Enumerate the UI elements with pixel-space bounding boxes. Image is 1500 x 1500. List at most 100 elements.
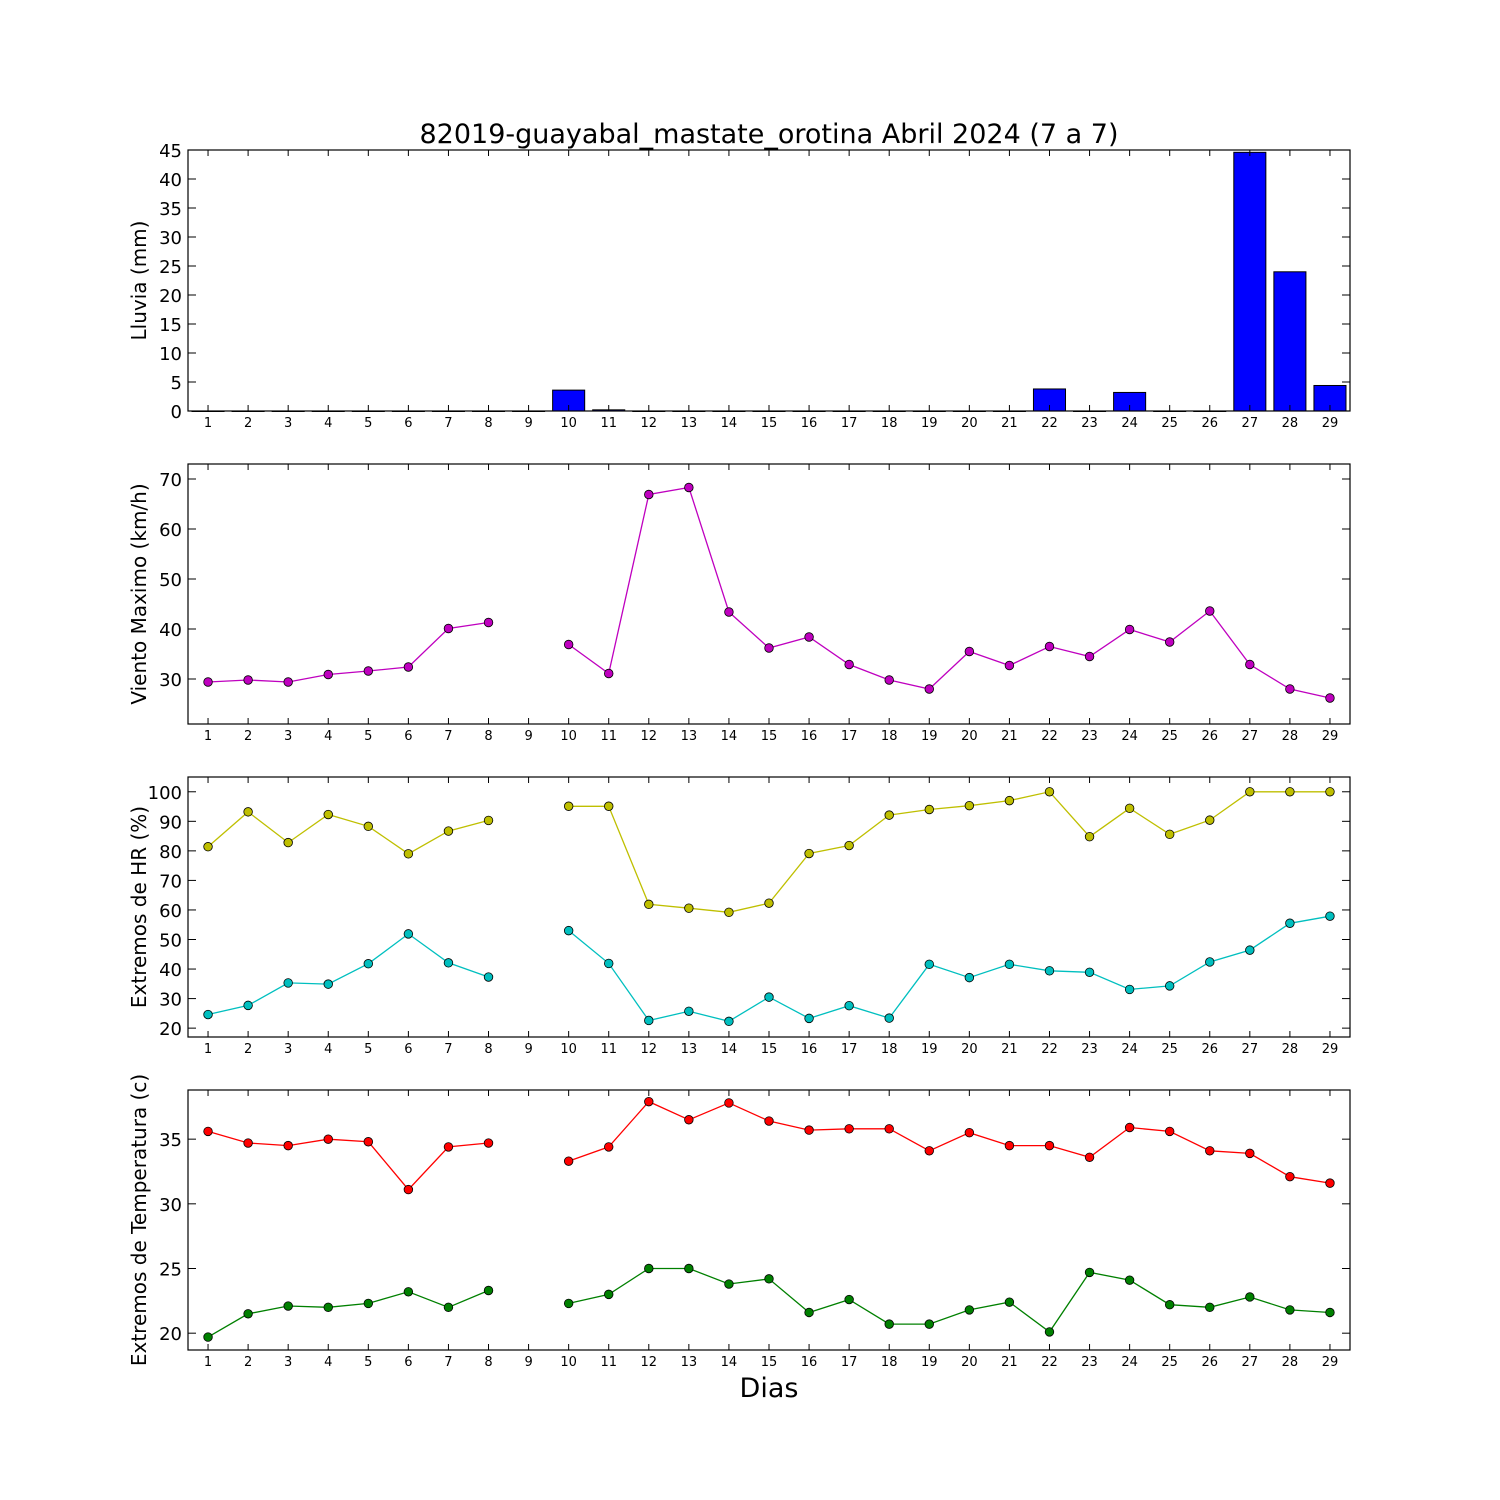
point-wind-day-3 [283, 677, 293, 687]
point-hr_max-day-15 [764, 898, 774, 908]
point-temp_max-day-17 [844, 1124, 854, 1134]
y-tick-label: 35 [159, 199, 182, 220]
point-hr_min-day-2 [243, 1000, 253, 1011]
x-tick-label: 28 [1282, 729, 1299, 744]
x-tick-label: 9 [524, 729, 532, 744]
series-line-hr_max [568, 791, 1330, 913]
series-line-wind [568, 486, 1331, 699]
point-temp_max-day-13 [684, 1115, 694, 1125]
point-wind-day-25 [1164, 637, 1175, 647]
x-tick-label: 3 [284, 416, 292, 431]
x-tick-label: 22 [1041, 416, 1058, 431]
x-tick-label: 8 [484, 729, 492, 744]
x-tick-label: 23 [1081, 1042, 1098, 1057]
y-tick-label: 25 [159, 257, 182, 278]
point-temp_max-day-15 [764, 1116, 774, 1126]
point-hr_min-day-14 [724, 1016, 734, 1027]
y-tick-label: 5 [171, 373, 182, 394]
point-wind-day-10 [563, 639, 574, 650]
point-hr_min-day-8 [483, 972, 494, 982]
x-tick-label: 11 [600, 729, 617, 744]
point-temp_min-day-10 [563, 1298, 574, 1309]
point-hr_min-day-11 [604, 958, 614, 969]
x-tick-label: 21 [1001, 1042, 1018, 1057]
point-hr_max-day-8 [483, 815, 494, 826]
x-tick-label: 17 [841, 729, 858, 744]
point-wind-day-23 [1084, 651, 1095, 662]
x-tick-label: 8 [484, 1355, 492, 1370]
x-tick-label: 27 [1242, 729, 1259, 744]
rain-bar-day-28 [1273, 271, 1307, 412]
point-temp_min-day-26 [1205, 1302, 1215, 1313]
point-temp_min-day-13 [684, 1263, 694, 1274]
x-tick-label: 23 [1081, 729, 1098, 744]
y-tick-label: 40 [159, 620, 182, 641]
point-temp_min-day-21 [1004, 1297, 1015, 1307]
point-hr_max-day-2 [243, 807, 253, 817]
point-hr_min-day-19 [924, 959, 934, 970]
x-tick-label: 25 [1161, 729, 1178, 744]
x-tick-label: 15 [761, 416, 778, 431]
y-tick-label: 30 [159, 990, 182, 1011]
point-temp_min-day-20 [964, 1305, 975, 1315]
point-temp_max-day-14 [724, 1098, 734, 1108]
point-hr_min-day-6 [403, 929, 414, 939]
point-hr_min-day-10 [563, 925, 574, 936]
x-tick-label: 4 [324, 729, 332, 744]
point-hr_min-day-22 [1044, 966, 1055, 976]
x-tick-label: 2 [244, 1355, 252, 1370]
x-tick-label: 5 [364, 1355, 372, 1370]
series-line-temp_max [207, 1130, 489, 1191]
series-line-temp_min [568, 1267, 1331, 1333]
point-temp_max-day-5 [363, 1137, 374, 1147]
point-temp_max-day-27 [1245, 1148, 1255, 1159]
x-tick-label: 22 [1041, 1042, 1058, 1057]
point-temp_min-day-17 [844, 1294, 854, 1305]
point-temp_max-day-18 [884, 1124, 894, 1134]
x-tick-label: 6 [404, 1042, 412, 1057]
point-temp_max-day-21 [1004, 1140, 1015, 1151]
point-hr_max-day-25 [1164, 829, 1175, 840]
x-tick-label: 13 [681, 1355, 698, 1370]
point-temp_min-day-15 [764, 1274, 774, 1284]
x-tick-label: 7 [444, 729, 452, 744]
x-tick-label: 10 [560, 729, 577, 744]
point-hr_max-day-13 [684, 903, 694, 913]
point-hr_max-day-5 [363, 821, 374, 832]
x-tick-label: 21 [1001, 416, 1018, 431]
x-tick-label: 10 [560, 416, 577, 431]
point-temp_max-day-22 [1044, 1140, 1055, 1151]
x-tick-label: 25 [1161, 1042, 1178, 1057]
point-temp_max-day-25 [1164, 1126, 1175, 1137]
point-hr_max-day-28 [1285, 787, 1295, 797]
x-tick-label: 17 [841, 416, 858, 431]
point-wind-day-6 [403, 662, 414, 672]
series-line-hr_max [207, 811, 489, 855]
x-tick-label: 20 [961, 1355, 978, 1370]
x-tick-label: 16 [801, 416, 818, 431]
point-hr_max-day-29 [1325, 787, 1335, 797]
point-wind-day-17 [844, 659, 854, 670]
rain-bar-day-27 [1233, 151, 1267, 412]
y-tick-label: 40 [159, 960, 182, 981]
point-hr_max-day-12 [644, 899, 654, 910]
point-temp_min-day-22 [1044, 1327, 1055, 1337]
x-tick-label: 5 [364, 416, 372, 431]
x-axis-label: Dias [740, 1373, 799, 1404]
point-hr_max-day-11 [604, 801, 614, 811]
x-tick-label: 26 [1201, 1355, 1218, 1370]
point-temp_min-day-5 [363, 1298, 374, 1309]
y-tick-label: 90 [159, 812, 182, 833]
x-tick-label: 21 [1001, 729, 1018, 744]
point-temp_max-day-29 [1325, 1178, 1335, 1188]
point-hr_min-day-28 [1285, 918, 1295, 928]
point-hr_max-day-21 [1004, 795, 1015, 806]
point-temp_max-day-28 [1285, 1171, 1295, 1182]
y-tick-label: 40 [159, 170, 182, 191]
y-tick-label: 70 [159, 470, 182, 491]
point-hr_min-day-16 [804, 1013, 814, 1024]
point-wind-day-12 [644, 489, 654, 500]
